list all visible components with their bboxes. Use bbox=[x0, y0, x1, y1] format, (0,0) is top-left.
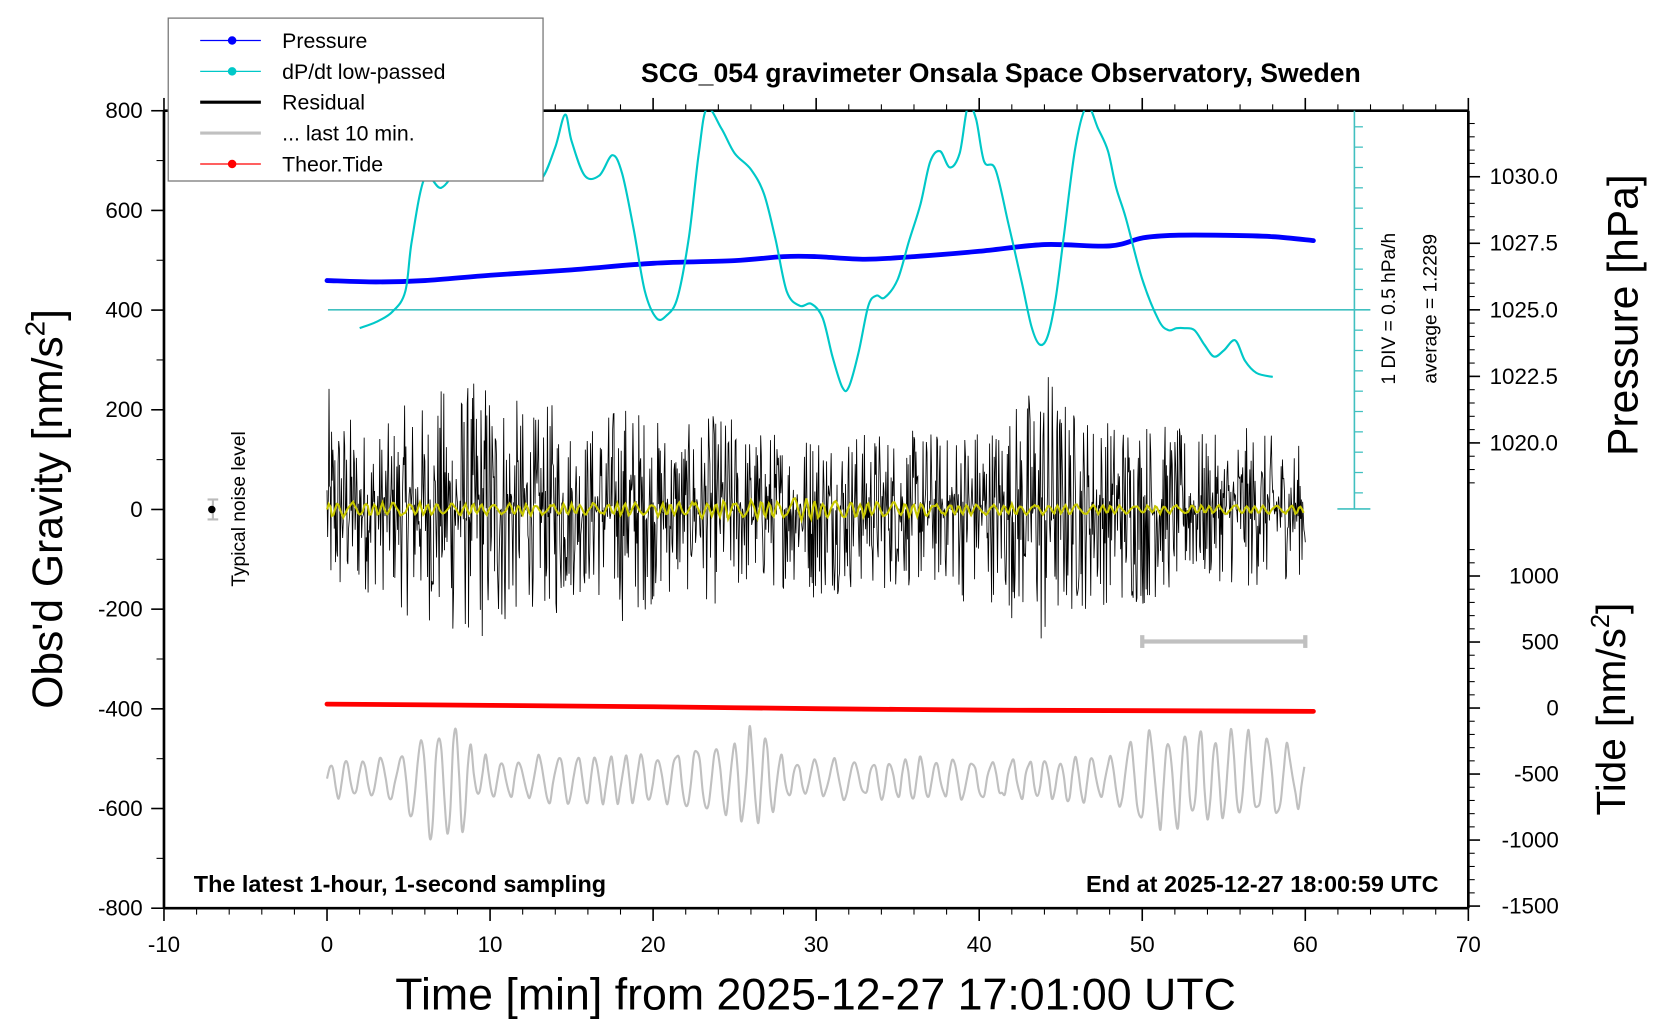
legend-entry: Residual bbox=[200, 91, 365, 115]
dpdt-scale-axis bbox=[327, 110, 1371, 510]
annotation-bottom-right: End at 2025-12-27 18:00:59 UTC bbox=[1086, 871, 1439, 897]
annotation-bottom-left: The latest 1-hour, 1-second sampling bbox=[194, 871, 606, 897]
series-layer bbox=[324, 110, 1316, 841]
series--last-10-min- bbox=[325, 725, 1306, 841]
pressure-tick-label: 1030.0 bbox=[1490, 164, 1558, 189]
x-axis-ticks: -10 0 10 20 30 40 50 60 70 bbox=[148, 97, 1481, 957]
legend-label: Residual bbox=[282, 91, 365, 115]
legend-swatch-marker bbox=[227, 67, 237, 76]
y-tick-label: 600 bbox=[105, 198, 142, 223]
y-axis-pressure-ticks: 1030.0 1027.5 1025.0 1022.5 1020.0 bbox=[1468, 122, 1558, 484]
svg-text:Obs'd Gravity [nm/s2]: Obs'd Gravity [nm/s2] bbox=[20, 309, 72, 709]
legend-swatch-marker bbox=[227, 159, 237, 169]
x-tick-label: -10 bbox=[148, 932, 180, 957]
legend-entry: dP/dt low-passed bbox=[200, 60, 445, 84]
legend-label: Pressure bbox=[282, 29, 367, 53]
pressure-tick-label: 1025.0 bbox=[1490, 297, 1558, 322]
tide-tick-label: 1000 bbox=[1509, 563, 1559, 588]
tide-tick-label: -1500 bbox=[1502, 894, 1559, 919]
tide-tick-label: -500 bbox=[1514, 762, 1559, 787]
y-tick-label: 200 bbox=[105, 397, 142, 422]
dpdt-scale-label: 1 DIV = 0.5 hPa/h bbox=[1379, 233, 1400, 385]
x-tick-label: 50 bbox=[1130, 932, 1155, 957]
last-10-min-line bbox=[325, 725, 1306, 841]
tide-tick-label: -1000 bbox=[1502, 828, 1559, 853]
last-10-min-bar bbox=[1140, 635, 1308, 648]
tide-tick-label: 0 bbox=[1546, 695, 1558, 720]
legend-box bbox=[167, 17, 544, 182]
series-pressure bbox=[324, 232, 1316, 285]
y-tick-label: 400 bbox=[105, 298, 142, 323]
y-axis-pressure-title: Pressure [hPa] bbox=[1600, 174, 1648, 456]
y-axis-left-title: Obs'd Gravity [nm/s2] bbox=[20, 309, 72, 709]
x-tick-label: 70 bbox=[1456, 932, 1481, 957]
y-tick-label: -800 bbox=[98, 896, 143, 921]
legend-label: ... last 10 min. bbox=[282, 122, 414, 146]
y-tick-label: 0 bbox=[130, 497, 142, 522]
y-tide-title-sup: 2 bbox=[1587, 614, 1615, 628]
x-axis-title: Time [min] from 2025-12-27 17:01:00 UTC bbox=[395, 970, 1236, 1019]
legend: Pressure dP/dt low-passed Residual ... last… bbox=[167, 17, 544, 182]
series-low-pass-residual bbox=[325, 496, 1305, 524]
y-tick-label: 800 bbox=[105, 98, 142, 123]
y-tide-title-main: Tide [nm/s bbox=[1588, 628, 1634, 815]
tide-tick-label: 500 bbox=[1522, 629, 1559, 654]
pressure-line bbox=[324, 232, 1316, 285]
series-theor-tide bbox=[324, 701, 1316, 714]
y-tick-label: -400 bbox=[98, 696, 143, 721]
pressure-tick-label: 1027.5 bbox=[1490, 231, 1558, 256]
legend-label: dP/dt low-passed bbox=[282, 60, 445, 84]
tide-line bbox=[324, 701, 1316, 714]
x-tick-label: 40 bbox=[967, 932, 992, 957]
x-tick-label: 20 bbox=[641, 932, 666, 957]
x-tick-label: 30 bbox=[804, 932, 829, 957]
y-tick-label: -600 bbox=[98, 796, 143, 821]
lowpass-residual-line bbox=[325, 496, 1305, 524]
y-tick-label: -200 bbox=[98, 597, 143, 622]
pressure-tick-label: 1022.5 bbox=[1490, 364, 1558, 389]
x-tick-label: 0 bbox=[321, 932, 333, 957]
y-axis-left-ticks: 800 600 400 200 0 -200 -400 -600 -800 bbox=[98, 98, 164, 921]
noise-level-label: Typical noise level bbox=[229, 431, 250, 586]
y-tide-title-end: ] bbox=[1588, 603, 1634, 614]
series-dp-dt-low-passed bbox=[359, 110, 1273, 393]
legend-swatch-marker bbox=[227, 36, 237, 45]
x-tick-label: 10 bbox=[478, 932, 503, 957]
pressure-tick-label: 1020.0 bbox=[1490, 430, 1558, 455]
y-left-title-sup: 2 bbox=[20, 321, 51, 336]
legend-entry: ... last 10 min. bbox=[200, 122, 415, 146]
legend-entry: Pressure bbox=[200, 29, 367, 53]
y-axis-tide-ticks: 1000 500 0 -500 -1000 -1500 bbox=[1468, 549, 1559, 919]
svg-text:Tide [nm/s2]: Tide [nm/s2] bbox=[1587, 603, 1634, 816]
chart-title: SCG_054 gravimeter Onsala Space Observat… bbox=[641, 58, 1361, 88]
noise-level-marker bbox=[207, 498, 219, 521]
legend-label: Theor.Tide bbox=[282, 152, 383, 176]
noise-dot bbox=[208, 505, 216, 514]
x-tick-label: 60 bbox=[1293, 932, 1318, 957]
y-left-title-main: Obs'd Gravity [nm/s bbox=[24, 336, 72, 708]
dpdt-average-label: average = 1.2289 bbox=[1420, 234, 1441, 384]
y-left-title-end: ] bbox=[24, 309, 72, 321]
y-axis-tide-title: Tide [nm/s2] bbox=[1587, 603, 1634, 816]
dpdt-line bbox=[359, 110, 1273, 393]
legend-entry: Theor.Tide bbox=[200, 152, 383, 176]
